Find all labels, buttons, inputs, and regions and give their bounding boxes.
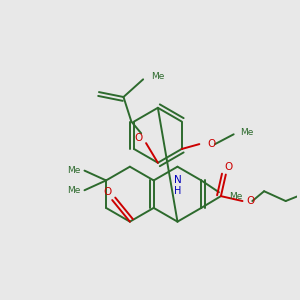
Text: O: O — [246, 196, 254, 206]
Text: O: O — [225, 162, 233, 172]
Text: Me: Me — [67, 166, 80, 175]
Text: O: O — [207, 139, 215, 149]
Text: O: O — [134, 133, 142, 143]
Text: Me: Me — [241, 128, 254, 137]
Text: Me: Me — [67, 186, 80, 195]
Text: Me: Me — [229, 192, 242, 201]
Text: N: N — [174, 175, 182, 184]
Text: Me: Me — [151, 72, 164, 81]
Text: H: H — [174, 186, 181, 196]
Text: O: O — [103, 187, 111, 197]
